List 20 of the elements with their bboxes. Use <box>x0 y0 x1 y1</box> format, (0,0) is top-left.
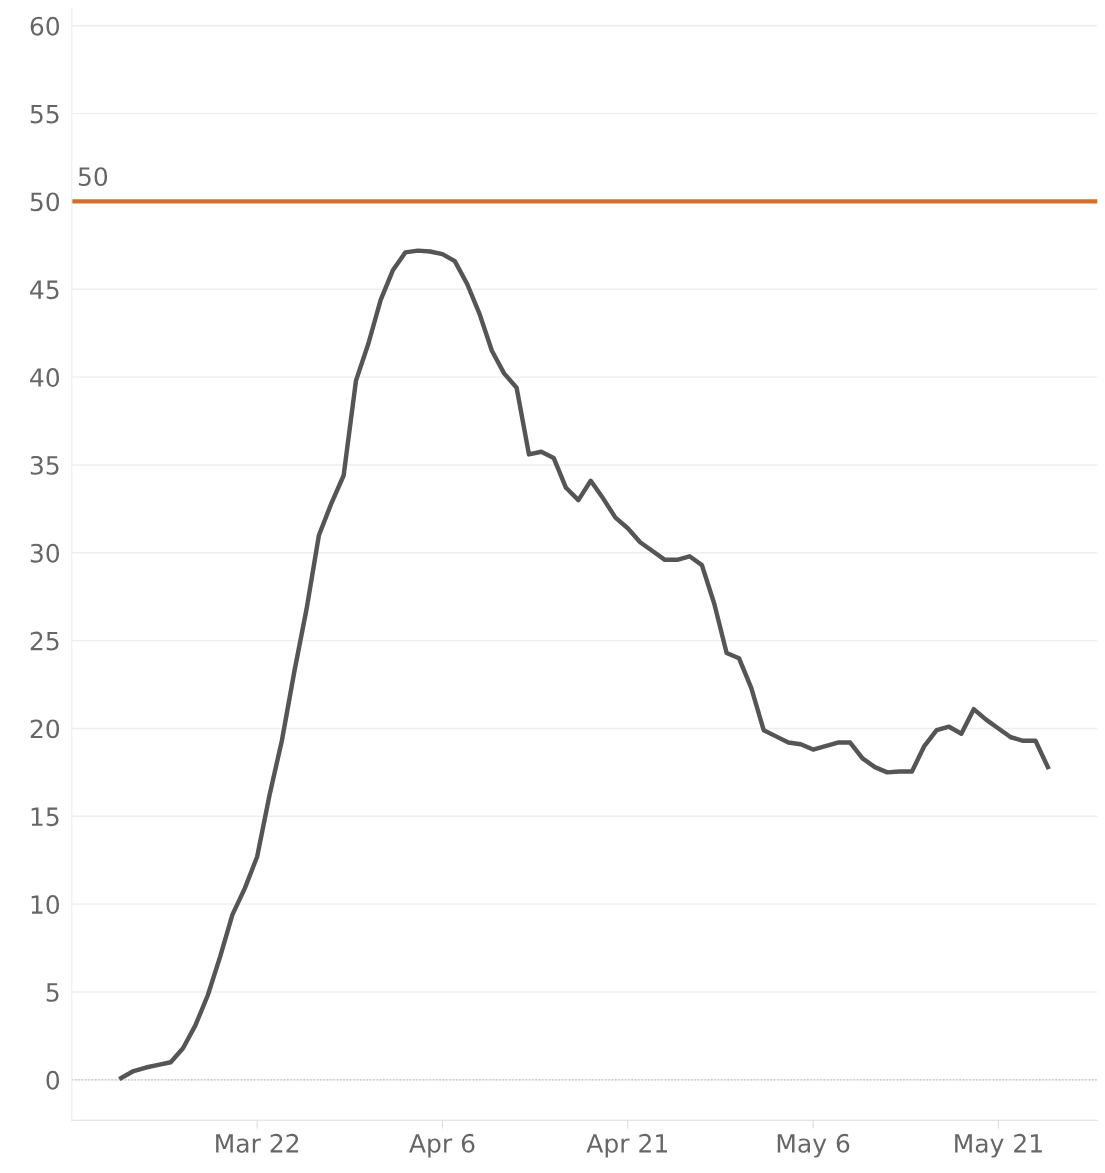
ref-line-label: 50 <box>78 167 108 187</box>
x-tick-label: Apr 6 <box>409 1133 475 1158</box>
x-tick-label: May 6 <box>777 1133 850 1158</box>
line-series <box>119 248 1051 1081</box>
y-tick-label: 5 <box>46 983 59 1002</box>
y-tick-label: 40 <box>30 368 60 387</box>
y-tick-label: 60 <box>30 16 60 36</box>
y-tick-label: 50 <box>30 192 60 212</box>
y-tick-label: 55 <box>30 104 59 124</box>
y-tick-label: 45 <box>30 280 59 300</box>
y-tick-label: 15 <box>31 807 59 827</box>
y-tick-label: 35 <box>30 455 59 475</box>
x-tick-label: Mar 22 <box>216 1133 299 1153</box>
y-tick-label: 0 <box>46 1070 60 1090</box>
y-tick-label: 20 <box>30 719 60 739</box>
x-tick-label: May 21 <box>955 1133 1042 1158</box>
y-tick-label: 30 <box>30 543 60 563</box>
y-tick-label: 25 <box>30 631 59 651</box>
x-tick-label: Apr 21 <box>586 1133 667 1158</box>
y-tick-label: 10 <box>31 895 60 914</box>
